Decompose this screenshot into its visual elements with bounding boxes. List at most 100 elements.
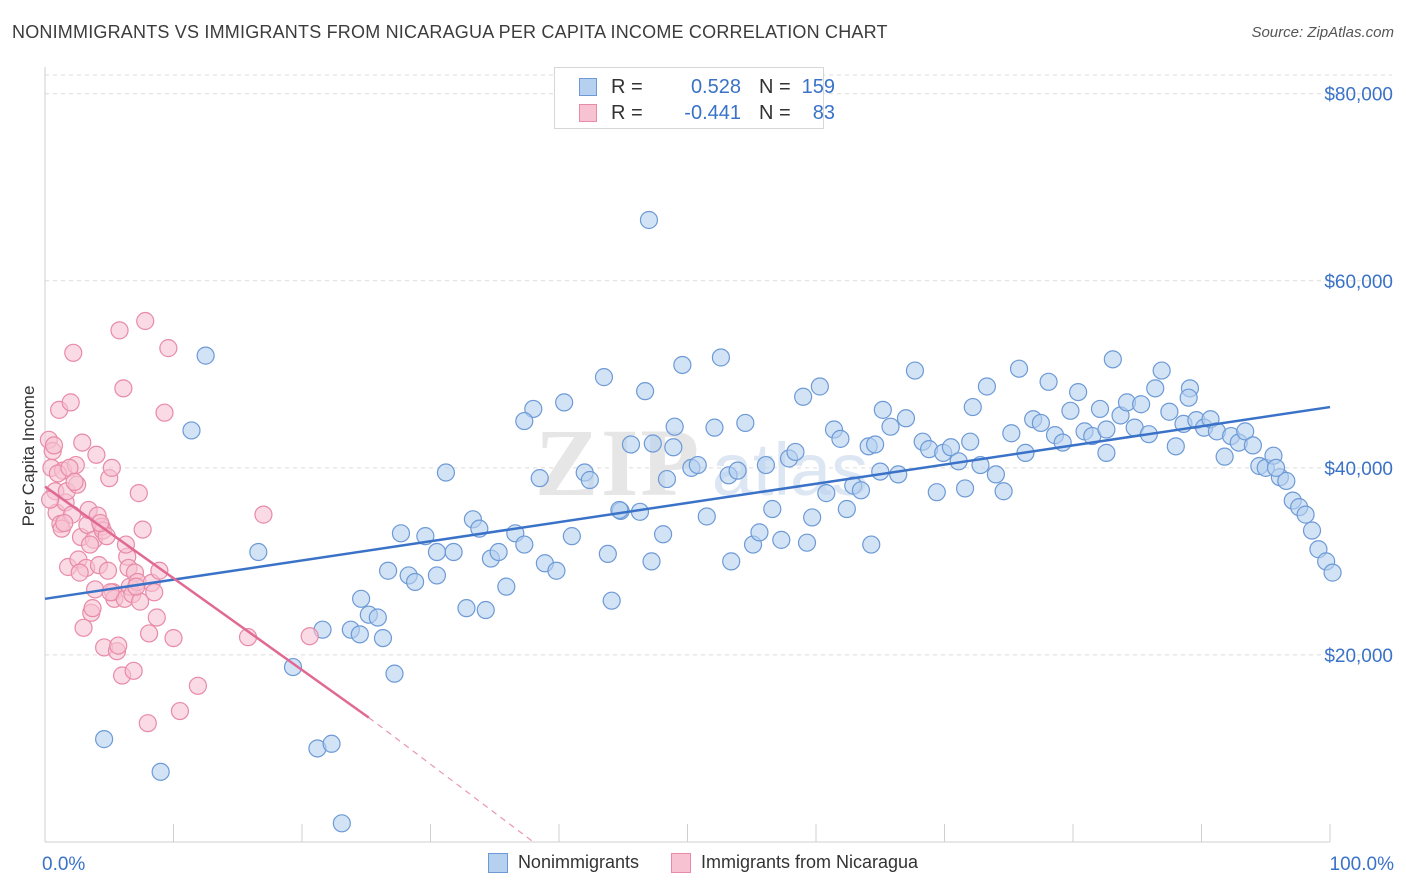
- data-point-nonimmigrant: [941, 438, 961, 457]
- data-point-immigrant: [70, 563, 89, 582]
- legend-r-label: R =: [611, 101, 643, 124]
- correlation-legend: R = 0.528 N = 159 R = -0.441 N = 83: [554, 67, 835, 129]
- data-point-nonimmigrant: [594, 368, 614, 387]
- data-point-immigrant: [124, 661, 143, 680]
- series-legend: Nonimmigrants Immigrants from Nicaragua: [0, 852, 1406, 873]
- data-point-immigrant: [101, 583, 120, 602]
- trend-line-nonimmigrants: [44, 405, 1331, 601]
- y-tick-label: $40,000: [1324, 459, 1393, 480]
- data-point-immigrant: [61, 393, 80, 412]
- x-tick-label: 100.0%: [1330, 854, 1395, 875]
- y-tick-label: $60,000: [1324, 272, 1393, 293]
- data-point-immigrant: [155, 403, 174, 422]
- data-point-nonimmigrant: [756, 455, 775, 475]
- data-point-nonimmigrant: [436, 463, 456, 482]
- legend-row-immigrants: R = -0.441 N = 83: [579, 100, 835, 126]
- data-point-nonimmigrant: [1179, 388, 1198, 407]
- data-point-immigrant: [139, 624, 159, 643]
- data-point-immigrant: [159, 339, 178, 358]
- source-label: Source: ZipAtlas.com: [1251, 24, 1394, 41]
- data-point-immigrant: [64, 343, 83, 362]
- data-point-nonimmigrant: [1009, 359, 1029, 378]
- data-point-nonimmigrant: [332, 814, 351, 833]
- data-point-immigrant: [114, 379, 133, 398]
- data-point-nonimmigrant: [896, 409, 916, 428]
- data-point-nonimmigrant: [1146, 379, 1165, 398]
- data-point-nonimmigrant: [610, 500, 629, 520]
- legend-item-nonimmigrants: Nonimmigrants: [487, 852, 639, 873]
- data-point-nonimmigrant: [1061, 401, 1080, 420]
- data-point-nonimmigrant: [598, 544, 617, 564]
- data-point-nonimmigrant: [1160, 402, 1179, 421]
- data-point-nonimmigrant: [810, 377, 829, 396]
- trend-lines: [44, 405, 1331, 843]
- data-point-nonimmigrant: [653, 525, 673, 544]
- data-point-nonimmigrant: [476, 600, 495, 620]
- data-point-nonimmigrant: [1031, 413, 1050, 433]
- y-tick-label: $20,000: [1324, 646, 1393, 667]
- data-point-nonimmigrant: [881, 417, 900, 436]
- data-point-nonimmigrant: [385, 664, 404, 683]
- data-point-immigrant: [110, 321, 129, 340]
- data-point-nonimmigrant: [837, 499, 856, 519]
- data-point-nonimmigrant: [580, 470, 599, 490]
- data-point-nonimmigrant: [1266, 458, 1286, 477]
- data-point-immigrant: [164, 628, 183, 648]
- data-point-nonimmigrant: [350, 625, 369, 644]
- data-point-nonimmigrant: [763, 499, 782, 519]
- data-point-nonimmigrant: [803, 508, 822, 527]
- data-point-nonimmigrant: [427, 566, 447, 585]
- data-point-immigrant: [188, 676, 208, 695]
- data-point-immigrant: [102, 458, 121, 477]
- data-point-nonimmigrant: [530, 469, 549, 488]
- data-point-immigrant: [80, 535, 100, 554]
- data-point-immigrant: [254, 505, 273, 524]
- data-point-nonimmigrant: [665, 417, 684, 436]
- data-point-nonimmigrant: [373, 628, 393, 648]
- data-point-immigrant: [65, 472, 84, 491]
- data-point-nonimmigrant: [1132, 395, 1151, 414]
- data-point-immigrant: [136, 311, 155, 331]
- data-point-nonimmigrant: [772, 530, 791, 549]
- legend-swatch-pink: [579, 104, 597, 122]
- data-point-nonimmigrant: [862, 535, 881, 554]
- x-tick-label: 0.0%: [42, 854, 85, 875]
- data-point-nonimmigrant: [1302, 521, 1322, 540]
- data-point-nonimmigrant: [249, 542, 268, 562]
- data-point-nonimmigrant: [639, 210, 659, 230]
- data-point-nonimmigrant: [977, 377, 997, 396]
- data-point-nonimmigrant: [602, 591, 621, 610]
- legend-row-nonimmigrants: R = 0.528 N = 159: [579, 74, 835, 100]
- data-point-nonimmigrant: [1152, 361, 1171, 380]
- data-point-nonimmigrant: [635, 382, 655, 401]
- data-point-immigrant: [138, 714, 157, 733]
- data-point-immigrant: [73, 433, 92, 452]
- data-point-nonimmigrant: [489, 542, 508, 562]
- chart-title: NONIMMIGRANTS VS IMMIGRANTS FROM NICARAG…: [12, 22, 888, 42]
- data-point-nonimmigrant: [711, 348, 731, 367]
- data-point-nonimmigrant: [196, 346, 215, 365]
- data-point-immigrant: [83, 599, 102, 618]
- data-point-nonimmigrant: [961, 432, 980, 451]
- data-point-nonimmigrant: [515, 535, 534, 554]
- data-point-nonimmigrant: [673, 355, 692, 375]
- data-point-nonimmigrant: [697, 507, 716, 526]
- data-point-immigrant: [74, 618, 93, 637]
- data-point-nonimmigrant: [1097, 420, 1116, 439]
- data-point-nonimmigrant: [524, 399, 543, 419]
- tick-labels: $20,000 $40,000 $60,000 $80,000 0.0% 100.0%: [42, 85, 1394, 875]
- data-point-immigrant: [133, 520, 152, 539]
- data-point-nonimmigrant: [705, 418, 724, 437]
- data-point-nonimmigrant: [994, 482, 1013, 501]
- data-point-nonimmigrant: [750, 523, 769, 542]
- data-point-nonimmigrant: [851, 481, 871, 500]
- data-point-nonimmigrant: [786, 442, 805, 462]
- data-point-nonimmigrant: [391, 524, 411, 543]
- data-point-immigrant: [87, 445, 106, 464]
- trend-line-immigrants: [44, 485, 370, 719]
- data-point-nonimmigrant: [963, 397, 982, 417]
- data-point-immigrant: [129, 484, 148, 503]
- data-point-nonimmigrant: [643, 434, 662, 453]
- data-point-nonimmigrant: [151, 762, 170, 781]
